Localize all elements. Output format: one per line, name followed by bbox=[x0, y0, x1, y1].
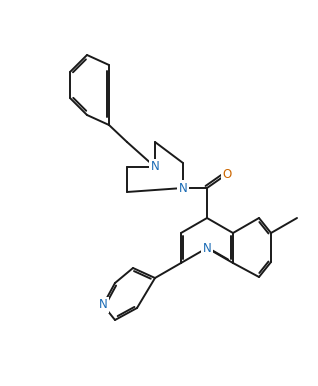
Text: O: O bbox=[222, 168, 232, 181]
Text: N: N bbox=[151, 161, 159, 173]
Text: N: N bbox=[179, 181, 187, 195]
Text: N: N bbox=[99, 298, 107, 312]
Text: N: N bbox=[203, 242, 211, 254]
